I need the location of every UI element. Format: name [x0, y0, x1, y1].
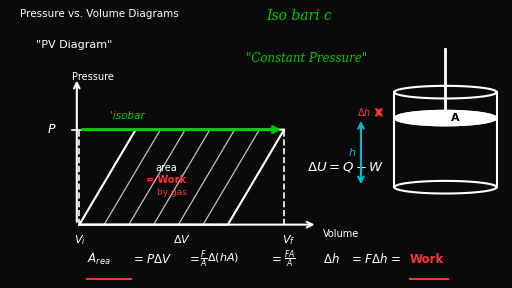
- Text: $\Delta V$: $\Delta V$: [173, 233, 190, 245]
- Text: $\Delta h$: $\Delta h$: [357, 106, 371, 118]
- Text: $\Delta U = Q + W$: $\Delta U = Q + W$: [307, 160, 385, 174]
- Text: $A_{rea}$: $A_{rea}$: [87, 252, 111, 267]
- Text: $V_i$: $V_i$: [74, 233, 85, 247]
- Text: Pressure: Pressure: [72, 72, 114, 82]
- Text: = Work: = Work: [146, 175, 186, 185]
- Text: Pressure vs. Volume Diagrams: Pressure vs. Volume Diagrams: [20, 9, 179, 19]
- Text: Iso bari c: Iso bari c: [266, 9, 332, 23]
- Text: 'isobar: 'isobar: [110, 111, 145, 121]
- Text: A: A: [452, 113, 460, 123]
- Text: $\frac{FA}{A}$: $\frac{FA}{A}$: [284, 249, 296, 270]
- Text: = $P\Delta V$: = $P\Delta V$: [133, 253, 173, 266]
- Text: =: =: [189, 253, 199, 266]
- Text: h: h: [349, 148, 356, 158]
- Text: $\Delta h$: $\Delta h$: [323, 252, 339, 266]
- Text: area: area: [156, 164, 177, 173]
- Text: P: P: [48, 123, 55, 136]
- Text: "Constant Pressure": "Constant Pressure": [246, 52, 367, 65]
- Text: = $F\Delta h$ =: = $F\Delta h$ =: [351, 252, 401, 266]
- Text: by gas: by gas: [157, 188, 186, 198]
- Text: Volume: Volume: [323, 229, 359, 239]
- Text: $\frac{F}{A}\Delta(hA)$: $\frac{F}{A}\Delta(hA)$: [200, 249, 239, 270]
- Text: $V_f$: $V_f$: [282, 233, 295, 247]
- Text: Work: Work: [410, 253, 444, 266]
- Text: =: =: [271, 253, 281, 266]
- Text: "PV Diagram": "PV Diagram": [36, 40, 112, 50]
- Ellipse shape: [394, 111, 497, 126]
